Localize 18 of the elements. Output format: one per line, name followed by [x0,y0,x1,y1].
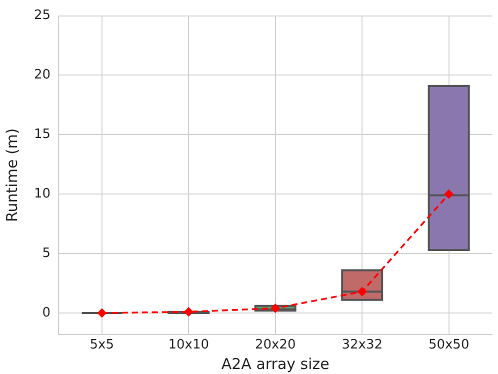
point [184,307,194,316]
y-tick-label: 0 [42,305,51,320]
point [270,304,280,313]
x-tick-label: 50x50 [428,338,470,353]
x-tick-label: 32x32 [342,338,382,353]
y-tick-label: 25 [34,8,51,24]
x-tick-label: 10x10 [168,338,210,353]
y-tick-label: 10 [34,186,51,202]
y-tick-label: 5 [42,246,51,261]
y-tick-label: 20 [34,68,51,83]
point [358,287,367,296]
x-tick-label: 20x20 [254,338,296,353]
point [98,308,106,318]
point [444,190,454,199]
y-tick-label: 15 [34,127,51,142]
x-tick-label: 5x5 [90,338,114,353]
x-axis-title: A2A array size [221,354,330,373]
y-axis-title: Runtime (m) [2,128,21,222]
